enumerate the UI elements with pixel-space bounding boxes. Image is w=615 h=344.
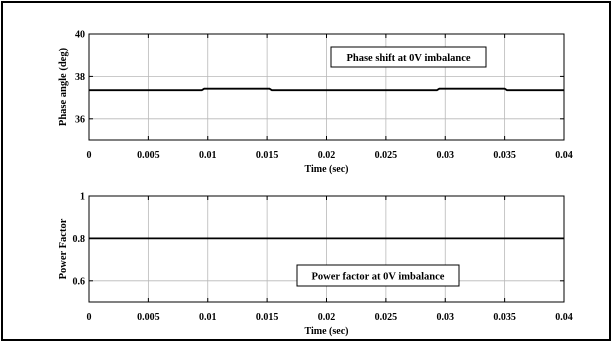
x-axis-label: Time (sec)	[305, 326, 349, 337]
x-tick-label: 0.03	[437, 312, 455, 323]
y-tick-label: 40	[75, 30, 85, 41]
x-tick-label: 0.025	[375, 150, 398, 161]
x-tick-label: 0.005	[137, 312, 160, 323]
x-tick-label: 0.01	[199, 312, 217, 323]
x-tick-label: 0	[87, 150, 92, 161]
x-tick-label: 0.015	[256, 150, 279, 161]
x-tick-label: 0.02	[318, 150, 336, 161]
y-tick-label: 0.8	[73, 234, 86, 245]
x-tick-label: 0.04	[555, 312, 573, 323]
y-tick-label: 0.6	[73, 276, 86, 287]
x-tick-label: 0.005	[137, 150, 160, 161]
y-axis-label: Power Factor	[58, 218, 69, 279]
y-tick-label: 1	[80, 192, 85, 203]
annotation-text: Phase shift at 0V imbalance	[346, 53, 470, 64]
x-tick-label: 0	[87, 312, 92, 323]
annotation-text: Power factor at 0V imbalance	[312, 272, 445, 283]
x-tick-label: 0.03	[437, 150, 455, 161]
x-tick-label: 0.035	[493, 312, 516, 323]
x-tick-label: 0.025	[375, 312, 398, 323]
x-axis-label: Time (sec)	[305, 164, 349, 175]
plot-2: 0 0.005 0.01 0.015 0.02 0.025 0.03 0.035 0.04 0.6…	[58, 192, 573, 338]
x-tick-label: 0.01	[199, 150, 217, 161]
x-tick-label: 0.035	[493, 150, 516, 161]
x-tick-label: 0.04	[555, 150, 573, 161]
plot-1: 0 0.005 0.01 0.015 0.02 0.025 0.03 0.035 0.04 36 3…	[58, 30, 573, 176]
x-tick-label: 0.015	[256, 312, 279, 323]
y-axis-label: Phase angle (deg)	[58, 47, 69, 126]
x-tick-label: 0.02	[318, 312, 336, 323]
y-tick-label: 38	[75, 72, 85, 83]
y-tick-label: 36	[75, 114, 85, 125]
